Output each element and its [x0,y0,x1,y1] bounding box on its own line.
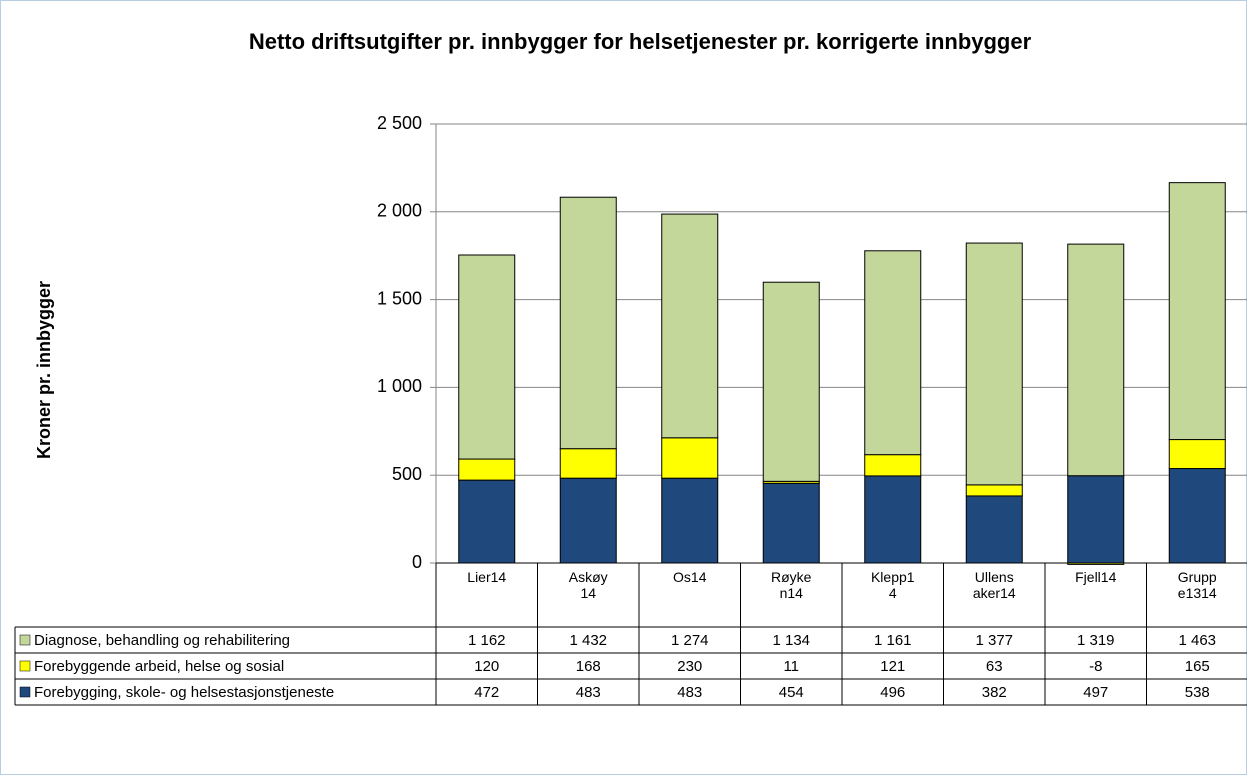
bar-segment [1168,439,1226,470]
y-tick-label: 2 000 [377,201,422,221]
bar-segment [864,454,922,477]
x-cat-box: Røyken14 [771,569,812,601]
bar-segment [1067,475,1125,564]
table-value: 538 [1185,684,1210,701]
title-box: Netto driftsutgifter pr. innbygger for h… [248,29,1032,54]
bar-segment [762,482,820,564]
table-value: 1 463 [1178,632,1216,649]
legend-swatch [19,660,31,672]
bar-segment [661,477,719,564]
bar-segment [864,475,922,564]
bar-segment [864,250,922,456]
x-tick-label: Klepp14 [870,569,915,601]
x-tick-label: Ullensaker14 [972,569,1016,601]
table-value: 168 [576,658,601,675]
y-axis-label: Kroner pr. innbygger [34,281,54,459]
bar-segment [762,281,820,482]
x-tick-label: Askøy14 [568,569,608,601]
y-tick-label: 2 500 [377,113,422,133]
x-cat-box: Os14 [673,569,707,585]
y-tick-label: 1 500 [377,288,422,308]
x-tick-label: Os14 [673,569,707,585]
table-value: 497 [1083,684,1108,701]
x-cat-box: Lier14 [467,569,507,585]
table-value: -8 [1089,658,1102,675]
legend-label: Forebygging, skole- og helsestasjonstjen… [34,684,334,701]
table-value: 454 [779,684,804,701]
y-tick-label: 0 [412,552,422,572]
table-value: 120 [474,658,499,675]
bar-segment [1168,468,1226,564]
table-value: 382 [982,684,1007,701]
bar-segment [559,448,617,479]
x-tick-label: Lier14 [467,569,507,585]
bar-segment [1067,243,1125,477]
x-tick-label: Fjell14 [1075,569,1117,585]
x-cat-box: Ullensaker14 [972,569,1016,601]
table-value: 11 [783,658,799,675]
y-tick-label: 1 000 [377,376,422,396]
table-value: 496 [880,684,905,701]
table-value: 1 319 [1077,632,1115,649]
legend-swatch [19,686,31,698]
legend-swatch [19,634,31,646]
bar-segment [661,213,719,439]
table-value: 1 161 [874,632,912,649]
legend-label: Forebyggende arbeid, helse og sosial [34,658,284,675]
bar-segment [661,437,719,479]
table-value: 1 432 [569,632,607,649]
table-value: 1 134 [772,632,810,649]
bar-segment [458,479,516,564]
x-tick-label: Røyken14 [771,569,812,601]
legend-label: Diagnose, behandling og rehabilitering [34,632,290,649]
table-value: 483 [677,684,702,701]
x-tick-label: Gruppe1314 [1177,569,1217,601]
x-cat-box: Gruppe1314 [1177,569,1217,601]
table-value: 1 274 [671,632,709,649]
bar-segment [458,458,516,481]
bar-segment [965,495,1023,564]
table-value: 63 [986,658,1003,675]
bar-segment [458,254,516,460]
table-value: 230 [677,658,702,675]
table-value: 165 [1185,658,1210,675]
x-cat-box: Fjell14 [1075,569,1117,585]
y-tick-label: 500 [392,464,422,484]
chart-title: Netto driftsutgifter pr. innbygger for h… [248,29,1032,54]
bar-segment [1168,182,1226,441]
table-value: 121 [880,658,905,675]
table-value: 472 [474,684,499,701]
table-value: 1 162 [468,632,506,649]
x-cat-box: Klepp14 [870,569,915,601]
table-value: 1 377 [975,632,1013,649]
bar-segment [965,484,1023,497]
bar-segment [559,196,617,450]
bar-segment [965,242,1023,486]
table-value: 483 [576,684,601,701]
bar-segment [559,477,617,564]
x-cat-box: Askøy14 [568,569,608,601]
